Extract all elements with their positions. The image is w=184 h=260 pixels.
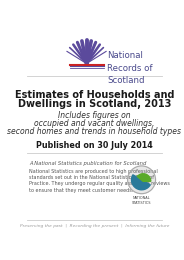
Text: Published on 30 July 2014: Published on 30 July 2014 — [36, 141, 153, 150]
Text: occupied and vacant dwellings,: occupied and vacant dwellings, — [34, 119, 155, 128]
Text: second homes and trends in household types: second homes and trends in household typ… — [7, 127, 181, 136]
Text: National
Records of
Scotland: National Records of Scotland — [107, 51, 153, 85]
Text: Includes figures on: Includes figures on — [58, 111, 131, 120]
Text: Dwellings in Scotland, 2013: Dwellings in Scotland, 2013 — [18, 99, 171, 109]
Text: National Statistics are produced to high professional: National Statistics are produced to high… — [29, 169, 158, 174]
Text: Practice. They undergo regular quality assurance reviews: Practice. They undergo regular quality a… — [29, 181, 170, 186]
Text: to ensure that they meet customer needs.: to ensure that they meet customer needs. — [29, 187, 133, 192]
Text: A National Statistics publication for Scotland: A National Statistics publication for Sc… — [29, 161, 147, 166]
Text: standards set out in the National Statistics Code of: standards set out in the National Statis… — [29, 175, 154, 180]
Wedge shape — [137, 174, 151, 181]
Wedge shape — [132, 175, 150, 190]
Text: NATIONAL
STATISTICS: NATIONAL STATISTICS — [132, 196, 151, 205]
Text: Preserving the past  |  Recording the present  |  Informing the future: Preserving the past | Recording the pres… — [20, 224, 169, 229]
Text: Estimates of Households and: Estimates of Households and — [15, 90, 174, 100]
Circle shape — [128, 166, 155, 194]
